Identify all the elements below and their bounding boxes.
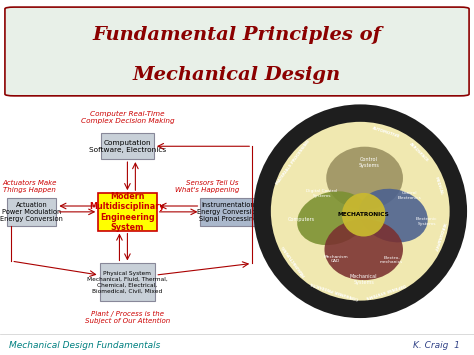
Text: MANUFACTURING: MANUFACTURING [281,244,306,277]
Text: CONSUMER PRODUCTS: CONSUMER PRODUCTS [310,280,359,300]
Text: Mechanical Design Fundamentals: Mechanical Design Fundamentals [9,340,161,350]
Text: AUTOMOTIVE: AUTOMOTIVE [372,126,400,139]
Ellipse shape [342,193,385,236]
Text: Computer Real-Time
Complex Decision Making: Computer Real-Time Complex Decision Maki… [81,111,174,124]
Text: XEROGRAPHY: XEROGRAPHY [432,222,446,252]
FancyBboxPatch shape [7,198,56,226]
Text: Instrumentation
Energy Conversion
Signal Processing: Instrumentation Energy Conversion Signal… [197,202,260,222]
Text: MECHATRONICS: MECHATRONICS [338,212,390,217]
Text: Actuation
Power Modulation
Energy Conversion: Actuation Power Modulation Energy Conver… [0,202,64,222]
Ellipse shape [254,104,467,318]
Text: Electro-
mechanics: Electro- mechanics [380,256,403,264]
Text: Mechanical Design: Mechanical Design [133,66,341,83]
FancyBboxPatch shape [5,7,469,96]
Ellipse shape [326,147,403,209]
Text: Fundamental Principles of: Fundamental Principles of [92,27,382,44]
Text: DEFENSE SYSTEMS: DEFENSE SYSTEMS [365,282,406,298]
Text: AEROSPACE: AEROSPACE [408,142,429,163]
Text: Physical System
Mechanical, Fluid, Thermal,
Chemical, Electrical,
Biomedical, Ci: Physical System Mechanical, Fluid, Therm… [87,271,168,293]
Text: Mechanical
Systems: Mechanical Systems [350,274,377,285]
Text: Computation
Software, Electronics: Computation Software, Electronics [89,140,166,153]
Text: Electronic
Systems: Electronic Systems [416,217,438,226]
Text: K. Craig  1: K. Craig 1 [413,340,460,350]
Text: Plant / Process is the
Subject of Our Attention: Plant / Process is the Subject of Our At… [85,311,170,324]
Text: Sensors Tell Us
What's Happening: Sensors Tell Us What's Happening [174,180,239,193]
FancyBboxPatch shape [201,198,256,226]
FancyBboxPatch shape [100,263,155,301]
Ellipse shape [271,122,450,301]
FancyBboxPatch shape [98,193,156,231]
Text: Control
Electronics: Control Electronics [397,191,421,200]
Text: Modern
Multidisciplinary
Engineering
System: Modern Multidisciplinary Engineering Sys… [90,192,165,232]
Text: Mechanism
CAD: Mechanism CAD [324,255,348,263]
FancyBboxPatch shape [101,133,154,159]
Text: Digital Control
Systems: Digital Control Systems [306,190,337,198]
Text: Control
Systems: Control Systems [358,157,379,168]
Ellipse shape [297,191,367,245]
Text: Computers: Computers [287,218,314,223]
Text: Actuators Make
Things Happen: Actuators Make Things Happen [3,180,57,193]
Text: MATERIALS PROCESSING: MATERIALS PROCESSING [276,140,311,186]
Text: MEDICAL: MEDICAL [434,176,444,196]
Ellipse shape [359,189,428,242]
Ellipse shape [325,219,403,280]
